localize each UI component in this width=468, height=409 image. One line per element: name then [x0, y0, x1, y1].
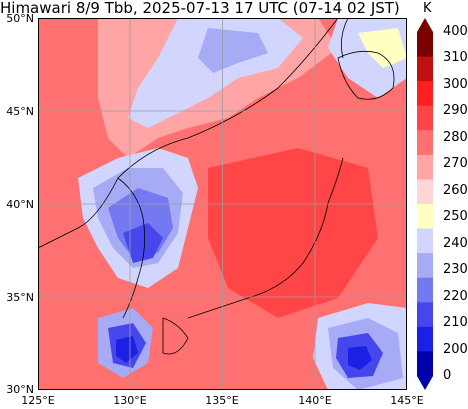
colorbar-segment [417, 32, 433, 58]
colorbar-segment [417, 351, 433, 377]
colorbar-segment [417, 302, 433, 328]
colorbar-tick-label: 260 [443, 182, 468, 198]
colorbar-tick-label: 270 [443, 156, 468, 172]
colorbar-tick-label: 250 [443, 209, 468, 225]
colorbar-segment [417, 179, 433, 205]
lat-label-35n: 35°N [6, 291, 34, 304]
map-title: Himawari 8/9 Tbb, 2025-07-13 17 UTC (07-… [0, 0, 400, 17]
coastline-korea [117, 177, 146, 319]
colorbar-segment [417, 204, 433, 230]
colorbar-segment [417, 56, 433, 82]
cloud-band-north-colder [198, 28, 268, 73]
lat-label-45n: 45°N [6, 105, 34, 118]
satellite-map [38, 18, 407, 390]
cloud-mass-west-colder [123, 223, 163, 263]
colorbar-extend-top [417, 18, 433, 32]
convection-south-coldest [116, 336, 138, 363]
colorbar-tick-label: 300 [443, 76, 468, 92]
colorbar-segment [417, 130, 433, 156]
coastline-sakhalin [340, 18, 349, 59]
lon-label-145e: 145°E [390, 394, 424, 407]
colorbar-unit: K [423, 1, 432, 16]
lat-label-40n: 40°N [6, 198, 34, 211]
colorbar-tick-label: 400 [443, 24, 468, 39]
clear-region-central [208, 148, 378, 318]
colorbar-tick-label: 240 [443, 235, 468, 251]
colorbar-segment [417, 277, 433, 303]
lat-label-50n: 50°N [6, 12, 34, 25]
typhoon-core [348, 346, 372, 370]
colorbar-tick-label: 220 [443, 288, 468, 304]
colorbar-extend-bottom [417, 376, 433, 390]
colorbar-segment [417, 253, 433, 279]
colorbar-tick-label: 0 [443, 368, 452, 383]
colorbar-segment [417, 154, 433, 180]
colorbar-segment [417, 81, 433, 107]
lon-label-130e: 130°E [113, 394, 147, 407]
colorbar-tick-label: 310 [443, 50, 468, 66]
coastline-japan-main [187, 157, 344, 319]
coastline-mainland [38, 18, 339, 249]
map-border [38, 18, 407, 390]
coastline-kyushu [162, 317, 189, 355]
lon-label-125e: 125°E [21, 394, 55, 407]
colorbar-segment [417, 326, 433, 352]
lon-label-135e: 135°E [205, 394, 239, 407]
colorbar [417, 18, 433, 390]
colorbar-segment [417, 228, 433, 254]
coastline-hokkaido [337, 50, 395, 100]
colorbar-segment [417, 105, 433, 131]
colorbar-tick-label: 210 [443, 315, 468, 331]
colorbar-tick-label: 230 [443, 262, 468, 278]
colorbar-tick-label: 280 [443, 129, 468, 145]
lat-label-30n: 30°N [6, 383, 34, 396]
colorbar-tick-label: 290 [443, 103, 468, 119]
gridlines [38, 18, 407, 390]
colorbar-tick-label: 200 [443, 341, 468, 357]
lon-label-140e: 140°E [298, 394, 332, 407]
high-cloud-patch-northeast [358, 28, 407, 68]
